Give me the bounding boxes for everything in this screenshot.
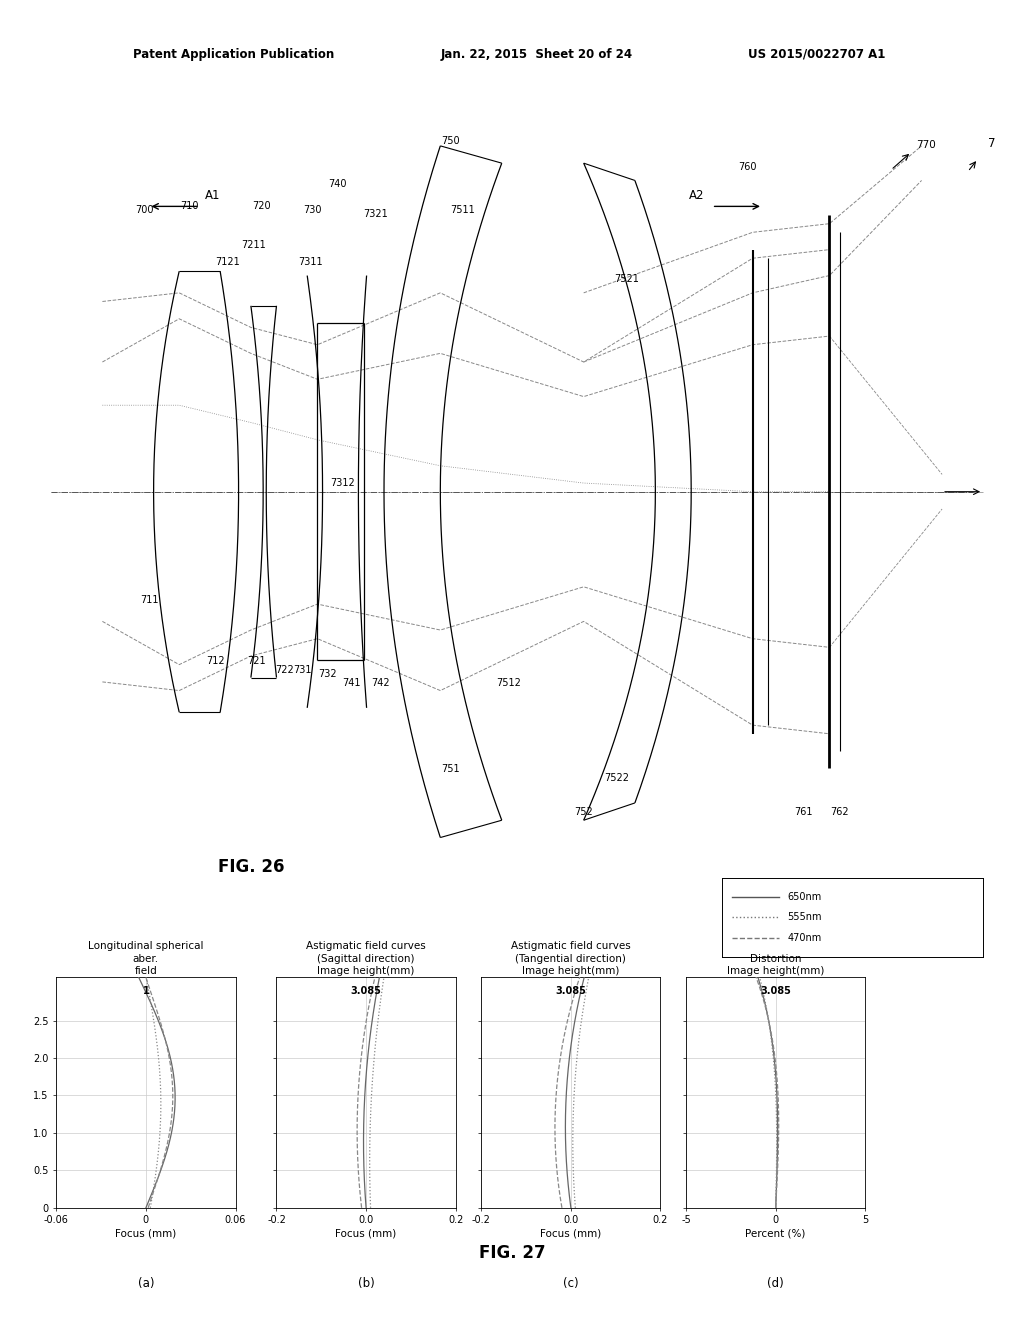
- Text: A2: A2: [689, 189, 705, 202]
- X-axis label: Focus (mm): Focus (mm): [336, 1228, 396, 1238]
- Text: A1: A1: [205, 189, 220, 202]
- Text: 3.085: 3.085: [555, 986, 587, 997]
- Text: 555nm: 555nm: [787, 912, 821, 923]
- Text: (d): (d): [767, 1278, 784, 1290]
- Text: 7512: 7512: [497, 677, 521, 688]
- Text: 470nm: 470nm: [787, 933, 821, 942]
- Text: 761: 761: [795, 808, 813, 817]
- Title: Astigmatic field curves
(Tangential direction)
Image height(mm): Astigmatic field curves (Tangential dire…: [511, 941, 631, 975]
- Text: FIG. 26: FIG. 26: [218, 858, 284, 876]
- Text: 712: 712: [206, 656, 224, 667]
- Text: 7511: 7511: [451, 205, 475, 215]
- Text: 710: 710: [180, 201, 199, 211]
- Text: Patent Application Publication: Patent Application Publication: [133, 48, 335, 61]
- Text: 760: 760: [738, 162, 757, 172]
- Text: 7311: 7311: [298, 257, 323, 267]
- Text: 7121: 7121: [215, 257, 240, 267]
- Text: 770: 770: [916, 140, 936, 150]
- Text: 730: 730: [303, 205, 322, 215]
- Text: Jan. 22, 2015  Sheet 20 of 24: Jan. 22, 2015 Sheet 20 of 24: [440, 48, 633, 61]
- Text: (c): (c): [563, 1278, 579, 1290]
- Text: 732: 732: [318, 669, 337, 678]
- Text: 650nm: 650nm: [787, 892, 821, 902]
- Text: 7522: 7522: [604, 772, 629, 783]
- X-axis label: Percent (%): Percent (%): [745, 1228, 806, 1238]
- Title: Astigmatic field curves
(Sagittal direction)
Image height(mm): Astigmatic field curves (Sagittal direct…: [306, 941, 426, 975]
- Text: 7211: 7211: [242, 240, 266, 249]
- Text: 722: 722: [275, 664, 294, 675]
- Text: 750: 750: [441, 136, 460, 145]
- Text: 7: 7: [988, 137, 995, 150]
- Text: 740: 740: [329, 180, 347, 189]
- Text: 741: 741: [342, 677, 360, 688]
- Text: FIG. 27: FIG. 27: [478, 1243, 546, 1262]
- X-axis label: Focus (mm): Focus (mm): [116, 1228, 176, 1238]
- Text: 3.085: 3.085: [350, 986, 382, 997]
- Text: (b): (b): [357, 1278, 375, 1290]
- Title: Longitudinal spherical
aber.
field: Longitudinal spherical aber. field: [88, 941, 204, 975]
- Text: 3.085: 3.085: [760, 986, 792, 997]
- Text: 7521: 7521: [614, 275, 639, 284]
- Text: 720: 720: [252, 201, 270, 211]
- Text: (a): (a): [137, 1278, 155, 1290]
- Text: 7321: 7321: [364, 210, 388, 219]
- Text: 721: 721: [247, 656, 265, 667]
- Text: 711: 711: [140, 595, 159, 606]
- Text: US 2015/0022707 A1: US 2015/0022707 A1: [748, 48, 885, 61]
- Text: 762: 762: [830, 808, 849, 817]
- X-axis label: Focus (mm): Focus (mm): [541, 1228, 601, 1238]
- Text: 1: 1: [142, 986, 150, 997]
- Text: 751: 751: [441, 764, 460, 774]
- Text: 700: 700: [135, 205, 154, 215]
- Text: 752: 752: [574, 808, 593, 817]
- Text: 7312: 7312: [330, 478, 354, 488]
- Text: 731: 731: [293, 664, 311, 675]
- Text: 742: 742: [372, 677, 390, 688]
- Title: Distortion
Image height(mm): Distortion Image height(mm): [727, 953, 824, 975]
